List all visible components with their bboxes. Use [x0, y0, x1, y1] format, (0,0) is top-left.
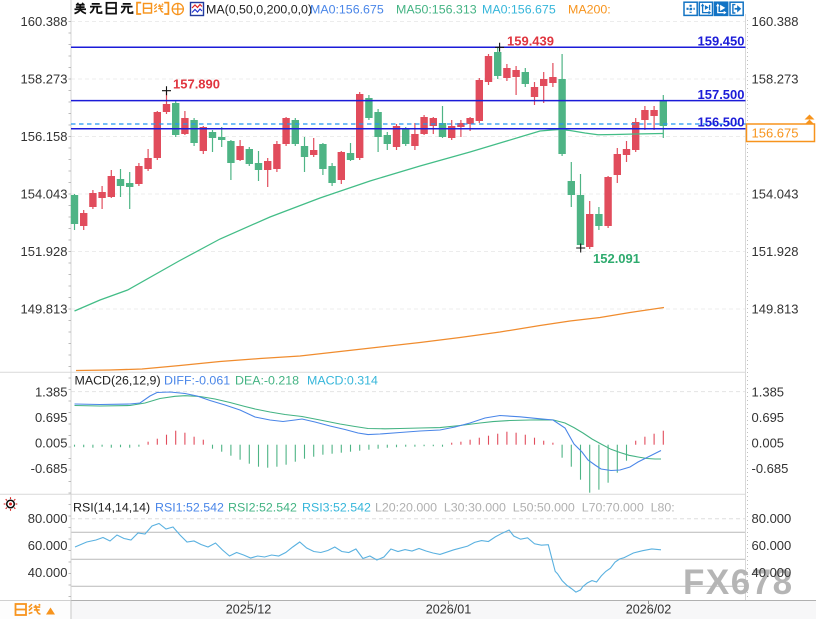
- svg-text:DIFF:-0.061: DIFF:-0.061: [164, 374, 230, 388]
- svg-text:0.005: 0.005: [752, 436, 785, 451]
- svg-text:152.091: 152.091: [593, 251, 640, 266]
- svg-text:160.388: 160.388: [21, 14, 68, 29]
- svg-text:RSI2:52.542: RSI2:52.542: [228, 501, 297, 515]
- svg-text:151.928: 151.928: [752, 244, 799, 259]
- svg-text:RSI(14,14,14): RSI(14,14,14): [73, 501, 150, 515]
- svg-text:2026/02: 2026/02: [626, 603, 672, 617]
- svg-text:2025/12: 2025/12: [226, 603, 272, 617]
- svg-text:1.385: 1.385: [35, 385, 68, 400]
- svg-text:80.000: 80.000: [28, 511, 68, 526]
- svg-text:159.439: 159.439: [507, 33, 554, 48]
- svg-text:MA50:156.313: MA50:156.313: [396, 3, 477, 17]
- svg-text:156.158: 156.158: [21, 129, 68, 144]
- svg-text:60.000: 60.000: [752, 538, 792, 553]
- svg-text:1.385: 1.385: [752, 385, 785, 400]
- svg-text:156.500: 156.500: [698, 115, 745, 130]
- svg-text:156.675: 156.675: [752, 125, 799, 140]
- svg-text:MA200:: MA200:: [568, 3, 611, 17]
- svg-text:-0.685: -0.685: [752, 461, 789, 476]
- svg-text:151.928: 151.928: [21, 244, 68, 259]
- svg-text:MACD:0.314: MACD:0.314: [307, 374, 378, 388]
- svg-text:FX678: FX678: [683, 563, 794, 602]
- svg-text:0.005: 0.005: [35, 436, 68, 451]
- svg-text:80.000: 80.000: [752, 511, 792, 526]
- svg-text:149.813: 149.813: [752, 302, 799, 317]
- svg-text:0.695: 0.695: [752, 410, 785, 425]
- svg-text:158.273: 158.273: [752, 72, 799, 87]
- svg-text:60.000: 60.000: [28, 538, 68, 553]
- svg-text:-0.685: -0.685: [31, 461, 68, 476]
- svg-text:MA0:156.675: MA0:156.675: [310, 3, 384, 17]
- svg-text:157.500: 157.500: [698, 87, 745, 102]
- svg-text:40.000: 40.000: [752, 565, 792, 580]
- svg-text:160.388: 160.388: [752, 14, 799, 29]
- svg-text:149.813: 149.813: [21, 302, 68, 317]
- svg-text:157.890: 157.890: [173, 77, 220, 92]
- svg-text:MA(0,50,0,200,0,0): MA(0,50,0,200,0,0): [206, 3, 312, 17]
- svg-text:MACD(26,12,9): MACD(26,12,9): [75, 374, 161, 388]
- svg-text:40.000: 40.000: [28, 565, 68, 580]
- svg-text:159.450: 159.450: [698, 34, 745, 49]
- svg-text:DEA:-0.218: DEA:-0.218: [235, 374, 299, 388]
- svg-text:154.043: 154.043: [752, 187, 799, 202]
- svg-text:L20:20.000 L30:30.000 L50:50: L20:20.000 L30:30.000 L50:50.000 L70:70.…: [375, 501, 675, 515]
- svg-text:158.273: 158.273: [21, 72, 68, 87]
- svg-text:RSI1:52.542: RSI1:52.542: [155, 501, 224, 515]
- svg-text:MA0:156.675: MA0:156.675: [482, 3, 556, 17]
- svg-text:154.043: 154.043: [21, 187, 68, 202]
- svg-text:0.695: 0.695: [35, 410, 68, 425]
- svg-text:RSI3:52.542: RSI3:52.542: [302, 501, 371, 515]
- svg-text:2026/01: 2026/01: [426, 603, 472, 617]
